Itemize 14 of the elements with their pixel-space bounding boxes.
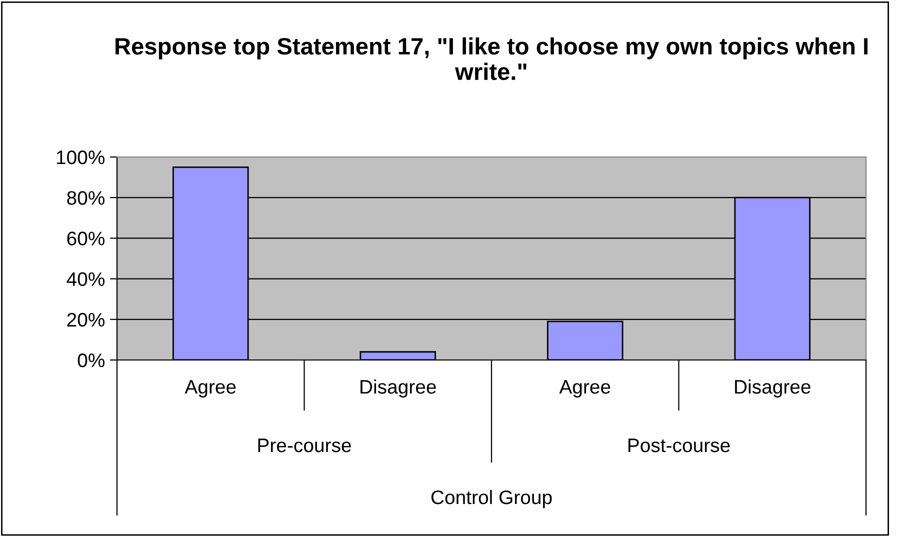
y-tick-label: 20% xyxy=(67,312,105,327)
y-tick-label: 60% xyxy=(67,232,105,246)
y-tick-label: 0% xyxy=(78,353,105,368)
text: Post-course xyxy=(628,438,730,452)
y-tick-label: 100% xyxy=(56,150,105,164)
x-tick-label: Agree xyxy=(184,380,236,398)
y-tick-label: 80% xyxy=(67,191,105,205)
chart-title: Response top Statement 17, "I like to choose my own topics when I write." xyxy=(116,37,868,80)
y-tick-label: 40% xyxy=(66,272,105,286)
x-tick-label: Disagree xyxy=(735,379,810,398)
x-tick-label: Disagree xyxy=(360,379,436,398)
x-tick-label: Agree xyxy=(559,380,610,398)
text: Control Group xyxy=(431,490,552,508)
text: Pre-course xyxy=(258,438,351,452)
